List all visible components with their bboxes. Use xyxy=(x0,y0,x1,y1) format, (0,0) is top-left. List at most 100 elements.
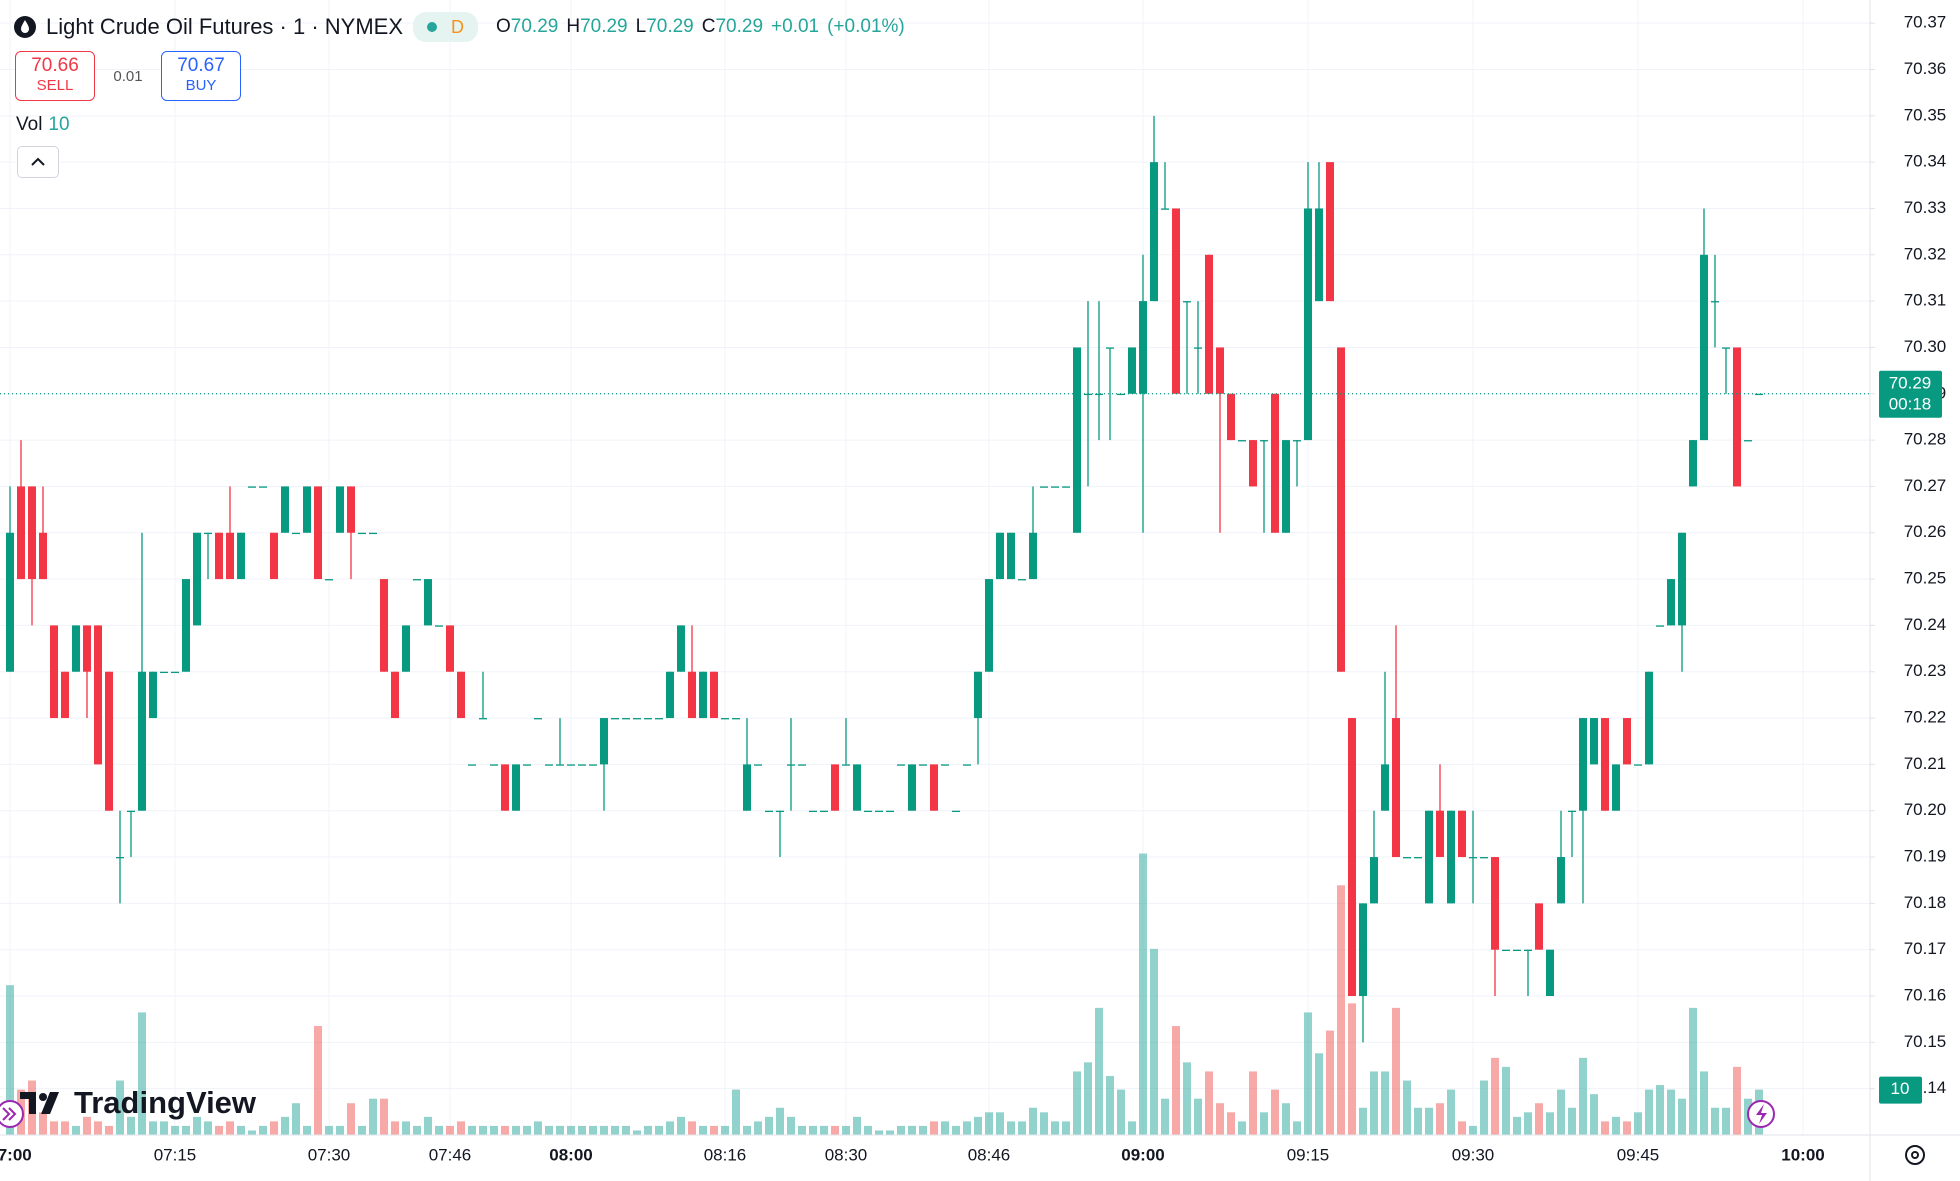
candle-body xyxy=(325,579,333,581)
market-status[interactable]: D xyxy=(413,12,479,42)
candle-body xyxy=(1733,347,1741,487)
x-tick-label: 07:15 xyxy=(154,1145,197,1164)
sell-button[interactable]: 70.66 SELL xyxy=(15,51,95,101)
volume-bar xyxy=(842,1125,850,1135)
brand-logo[interactable]: TradingView xyxy=(20,1085,256,1121)
volume-bar xyxy=(1579,1057,1587,1135)
candle-body xyxy=(292,532,300,535)
volume-bar xyxy=(743,1125,751,1135)
volume-value: 10 xyxy=(48,114,70,135)
candle-body xyxy=(1117,393,1125,396)
y-tick-label: 70.34 xyxy=(1904,152,1947,171)
candle-body xyxy=(864,810,872,813)
candle-body xyxy=(1172,208,1180,394)
candle-body xyxy=(512,764,520,811)
volume-bar xyxy=(215,1125,223,1135)
y-tick-label: 70.30 xyxy=(1904,337,1947,356)
candle-body xyxy=(1194,347,1202,349)
symbol-title[interactable]: Light Crude Oil Futures · 1 · NYMEX xyxy=(46,14,404,39)
candle-body xyxy=(1260,440,1268,442)
volume-bar xyxy=(1348,1003,1356,1135)
candle-body xyxy=(611,718,619,720)
volume-bar xyxy=(556,1125,564,1135)
candle-body xyxy=(1337,347,1345,672)
candle-body xyxy=(1447,810,1455,904)
volume-bar xyxy=(1106,1075,1114,1135)
replay-icon[interactable] xyxy=(0,1100,24,1128)
candle-body xyxy=(347,486,355,533)
candle-body xyxy=(28,486,36,580)
volume-bar xyxy=(1645,1089,1653,1135)
volume-bar xyxy=(1029,1107,1037,1135)
volume-bar xyxy=(1700,1071,1708,1135)
volume-bar xyxy=(963,1121,971,1135)
candle-body xyxy=(1689,440,1697,487)
y-tick-label: 70.32 xyxy=(1904,244,1947,263)
candle-body xyxy=(589,764,597,766)
buy-button[interactable]: 70.67 BUY xyxy=(161,51,241,101)
last-volume-box xyxy=(1879,1076,1922,1104)
volume-bar xyxy=(1524,1112,1532,1135)
y-tick-label: 70.18 xyxy=(1904,893,1947,912)
candle-body xyxy=(61,671,69,719)
volume-label: Vol xyxy=(16,114,43,135)
volume-bar xyxy=(259,1125,267,1135)
volume-bar xyxy=(1117,1089,1125,1135)
candle-body xyxy=(1458,810,1466,858)
volume-bar xyxy=(1557,1089,1565,1135)
volume-bar xyxy=(61,1121,69,1135)
candle-body xyxy=(237,532,245,580)
change: +0.01 xyxy=(771,16,820,37)
y-tick-label: 70.23 xyxy=(1904,661,1947,680)
volume-bar xyxy=(864,1125,872,1135)
volume-bar xyxy=(1447,1089,1455,1135)
settings-icon[interactable] xyxy=(1905,1145,1925,1165)
volume-bar xyxy=(1634,1112,1642,1135)
candle-body xyxy=(259,486,267,488)
candle-body xyxy=(171,671,179,674)
volume-bar xyxy=(1172,1026,1180,1135)
candle-body xyxy=(1392,718,1400,858)
candle-body xyxy=(1007,532,1015,580)
close-value: 70.29 xyxy=(715,16,764,37)
candle-body xyxy=(457,671,465,719)
candle-body xyxy=(919,764,927,766)
volume-bar xyxy=(204,1121,212,1135)
volume-bar xyxy=(677,1116,685,1135)
candle-body xyxy=(688,671,696,719)
volume-bar xyxy=(1205,1071,1213,1135)
x-tick-label: 09:00 xyxy=(1121,1145,1164,1164)
volume-bar xyxy=(1128,1121,1136,1135)
candle-body xyxy=(1249,440,1257,487)
candle-body xyxy=(1227,393,1235,441)
candle-body xyxy=(1535,903,1543,950)
candle-body xyxy=(369,532,377,535)
candle-body xyxy=(1612,764,1620,811)
price-pane xyxy=(6,115,1763,1043)
candle-body xyxy=(1348,718,1356,997)
candle-body xyxy=(105,671,113,811)
open-label: O xyxy=(496,16,511,37)
high-label: H xyxy=(566,16,581,37)
volume-bar xyxy=(589,1125,597,1135)
volume-bar xyxy=(391,1121,399,1135)
candle-body xyxy=(1502,949,1510,951)
candle-body xyxy=(501,764,509,811)
volume-bar xyxy=(314,1026,322,1135)
collapse-button[interactable] xyxy=(17,146,59,178)
candle-body xyxy=(1403,857,1411,859)
last-price-label: 70.29 xyxy=(1889,373,1932,392)
volume-bar xyxy=(1326,1030,1334,1135)
candle-body xyxy=(930,764,938,811)
y-tick-label: 70.22 xyxy=(1904,708,1947,727)
overlay: 70.29 00:18 10 xyxy=(0,370,1942,1104)
volume-bar xyxy=(1689,1007,1697,1135)
trade-buttons: 70.66 SELL 0.01 70.67 BUY xyxy=(15,51,241,101)
volume-bar xyxy=(479,1125,487,1135)
volume-bar xyxy=(292,1103,300,1135)
x-tick-label: 07:30 xyxy=(308,1145,351,1164)
volume-bar xyxy=(1502,1066,1510,1135)
symbol-icon xyxy=(14,16,36,38)
candle-body xyxy=(226,532,234,580)
